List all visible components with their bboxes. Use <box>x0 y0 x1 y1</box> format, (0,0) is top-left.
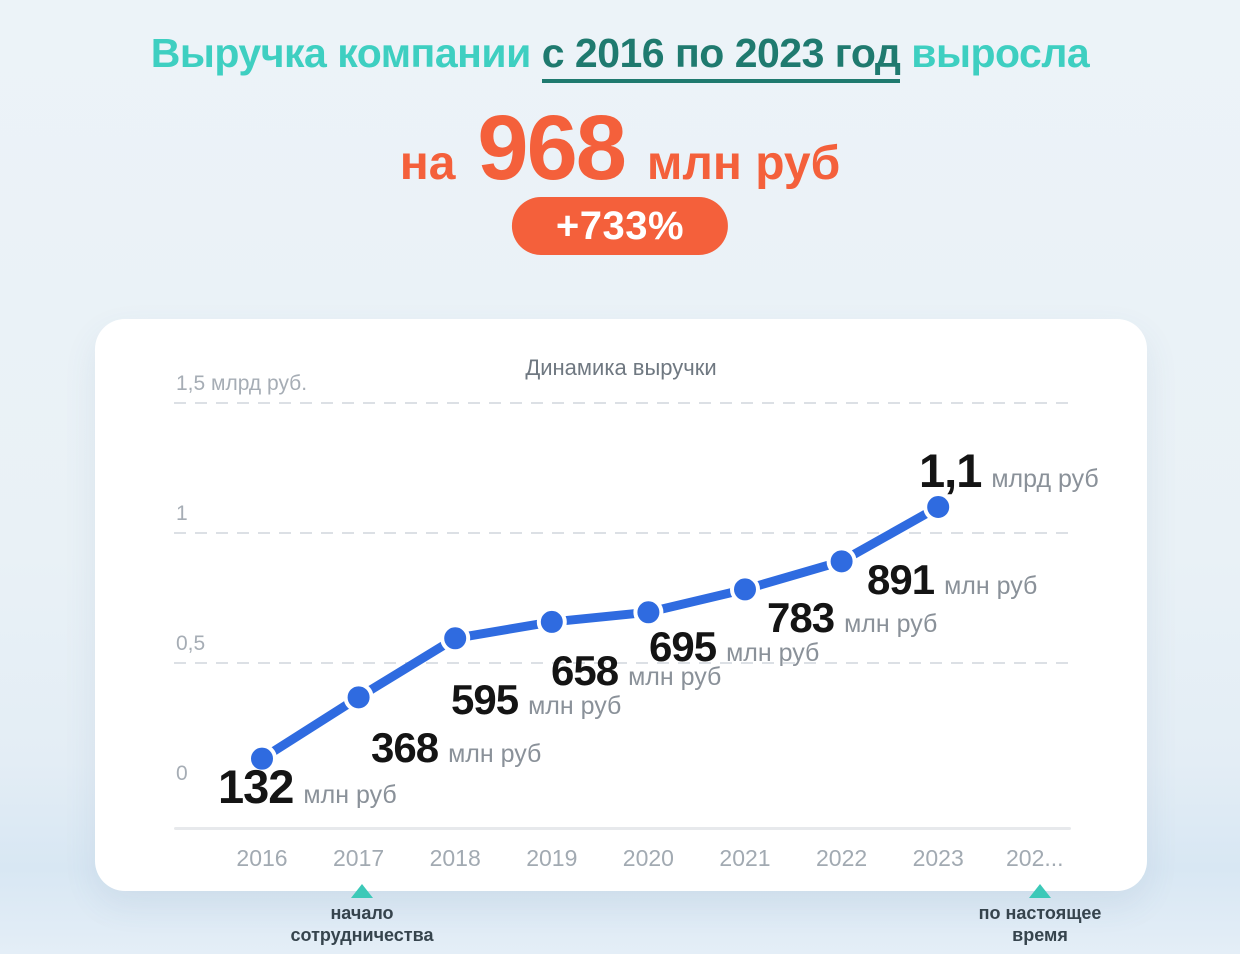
point-value-unit: млн руб <box>448 740 542 768</box>
x-tick-label: 202... <box>1006 845 1064 871</box>
point-value-unit: млн руб <box>844 610 938 638</box>
chart-point <box>923 492 954 522</box>
point-value-label: 891 млн руб <box>867 559 1037 601</box>
x-tick-label: 2020 <box>622 845 674 871</box>
point-value-number: 368 <box>371 724 439 771</box>
x-tick-label: 2017 <box>333 845 385 871</box>
point-value-number: 695 <box>649 623 717 670</box>
title-years-underlined: с 2016 по 2023 год <box>541 30 901 83</box>
x-tick-label: 2019 <box>526 845 578 871</box>
growth-percent-text: +733% <box>555 204 685 248</box>
title-part-light-1: Выручка компании <box>150 30 532 76</box>
page-title: Выручка компании с 2016 по 2023 год выро… <box>0 30 1240 83</box>
x-tick-label: 2023 <box>912 845 964 871</box>
point-value-label: 783 млн руб <box>767 597 937 639</box>
annotation-start-text: начало сотрудничества <box>290 903 434 945</box>
point-value-number: 658 <box>551 647 619 694</box>
y-gridline <box>174 402 1071 404</box>
growth-unit: млн руб <box>646 137 841 190</box>
chart-point <box>247 743 277 774</box>
growth-value: 968 <box>477 97 626 199</box>
y-gridline <box>174 662 1071 664</box>
point-value-label: 368 млн руб <box>371 727 541 769</box>
triangle-up-icon <box>351 884 373 898</box>
y-tick-label: 1 <box>176 502 188 525</box>
point-value-number: 783 <box>767 594 835 641</box>
growth-percent-badge: +733% <box>511 197 729 255</box>
point-value-label: 132 млн руб <box>218 763 397 810</box>
point-value-unit: млн руб <box>528 692 622 720</box>
annotation-start-cooperation: начало сотрудничества <box>232 884 492 946</box>
y-tick-label: 0,5 <box>176 632 206 655</box>
growth-prefix: на <box>399 137 456 190</box>
point-value-label: 695 млн руб <box>649 626 819 668</box>
chart-point <box>730 574 760 605</box>
x-axis-line <box>174 827 1071 830</box>
title-part-light-2: выросла <box>911 30 1090 76</box>
point-value-number: 595 <box>451 676 519 723</box>
chart-card: Динамика выручки 1,5 млрд руб. 1 0,5 0 2016 2… <box>95 319 1147 891</box>
annotation-present-text: по настоящее время <box>978 903 1102 945</box>
y-gridline <box>174 532 1071 534</box>
point-value-label: 595 млн руб <box>451 679 621 721</box>
y-tick-label: 1,5 млрд руб. <box>176 372 308 395</box>
x-tick-label: 2021 <box>719 845 771 871</box>
revenue-line <box>257 502 943 764</box>
chart-area: 1,5 млрд руб. 1 0,5 0 2016 2017 2018 2019 2020 20… <box>95 319 1147 891</box>
x-tick-label: 2018 <box>429 845 481 871</box>
revenue-line-plot <box>247 492 954 774</box>
chart-point <box>440 623 471 654</box>
chart-title: Динамика выручки <box>525 355 717 380</box>
point-value-unit: млрд руб <box>991 465 1099 493</box>
point-value-unit: млн руб <box>944 572 1038 600</box>
point-value-number: 891 <box>867 556 935 603</box>
chart-point <box>536 606 567 637</box>
point-value-number: 132 <box>218 760 294 813</box>
chart-point <box>343 682 374 713</box>
point-value-label: 1,1 млрд руб <box>919 447 1099 494</box>
chart-point <box>826 546 857 577</box>
annotation-present-time: по настоящее время <box>910 884 1170 946</box>
y-tick-label: 0 <box>176 762 188 785</box>
point-value-number: 1,1 <box>919 444 982 497</box>
point-value-unit: млн руб <box>726 639 820 667</box>
x-tick-label: 2022 <box>816 845 868 871</box>
growth-amount-line: на 968 млн руб <box>0 96 1240 201</box>
chart-point <box>633 597 664 628</box>
point-value-label: 658 млн руб <box>551 650 721 692</box>
x-tick-label: 2016 <box>236 845 288 871</box>
point-value-unit: млн руб <box>303 781 397 809</box>
point-value-unit: млн руб <box>628 663 722 691</box>
triangle-up-icon <box>1029 884 1051 898</box>
